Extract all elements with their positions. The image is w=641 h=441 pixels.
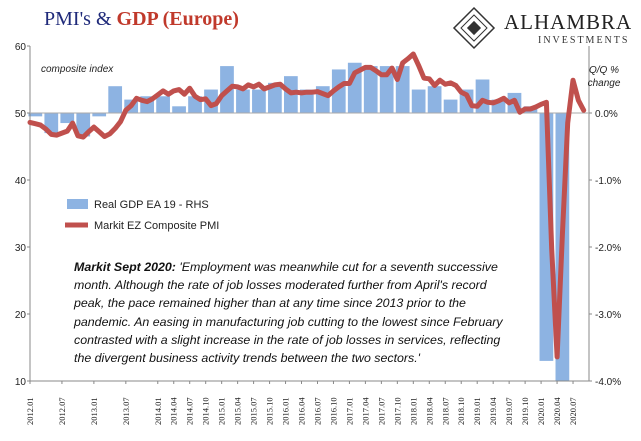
left-axis-label: composite index — [41, 64, 114, 75]
x-tick-label: 2017.07 — [376, 397, 386, 425]
left-tick-label: 10 — [15, 377, 27, 388]
legend-swatch-gdp — [67, 199, 88, 209]
x-tick-label: 2017.01 — [344, 397, 354, 425]
logo-subtitle: INVESTMENTS — [538, 35, 630, 46]
x-tick-label: 2020.07 — [568, 397, 578, 425]
alhambra-logo-icon — [452, 6, 496, 50]
gdp-bar — [172, 106, 186, 113]
x-tick-label: 2015.01 — [217, 397, 227, 425]
chart-title: PMI's & GDP (Europe) — [44, 8, 239, 31]
right-tick-label: -1.0% — [595, 176, 621, 187]
x-tick-label: 2014.10 — [201, 397, 211, 425]
left-tick-label: 20 — [15, 310, 27, 321]
x-tick-label: 2015.07 — [249, 397, 259, 425]
gdp-bar — [92, 113, 107, 117]
x-tick-label: 2018.10 — [456, 397, 466, 425]
right-tick-label: -2.0% — [595, 243, 621, 254]
x-axis-ticks: 2012.01 2012.07 2013.01 2013.07 2014.01 2014.… — [25, 381, 578, 425]
right-axis-ticks: -4.0% -3.0% -2.0% -1.0% 0.0% — [589, 109, 621, 388]
gdp-bar — [411, 89, 426, 113]
gdp-bar — [299, 89, 314, 113]
right-axis-label-2: change — [588, 78, 621, 89]
x-tick-label: 2016.07 — [312, 397, 322, 425]
pmi-line — [27, 51, 587, 360]
annotation-quote: 'Employment was meanwhile cut for a seve… — [74, 260, 503, 366]
legend-label-gdp: Real GDP EA 19 - RHS — [94, 199, 209, 211]
gdp-bar — [331, 69, 346, 113]
gdp-bar — [268, 82, 282, 113]
x-tick-label: 2019.10 — [520, 397, 530, 425]
gdp-bar — [443, 99, 458, 113]
legend-label-pmi: Markit EZ Composite PMI — [94, 220, 219, 232]
left-axis-ticks: 10 20 30 40 50 60 — [15, 42, 30, 388]
alhambra-logo: ALHAMBRA INVESTMENTS — [452, 6, 638, 50]
logo-name: ALHAMBRA — [504, 10, 633, 34]
annotation-source: Markit Sept 2020: — [74, 260, 176, 274]
x-tick-label: 2017.04 — [360, 397, 370, 425]
x-tick-label: 2016.10 — [328, 397, 338, 425]
x-tick-label: 2014.04 — [169, 397, 179, 425]
gdp-bar — [156, 96, 170, 113]
left-tick-label: 50 — [15, 109, 27, 120]
x-tick-label: 2012.07 — [57, 397, 67, 425]
x-tick-label: 2019.07 — [504, 397, 514, 425]
gdp-bar — [204, 89, 218, 113]
x-tick-label: 2015.10 — [265, 397, 275, 425]
gdp-bar — [60, 113, 75, 124]
left-tick-label: 30 — [15, 243, 27, 254]
x-tick-label: 2020.04 — [552, 397, 562, 425]
right-tick-label: -4.0% — [595, 377, 621, 388]
right-tick-label: -3.0% — [595, 310, 621, 321]
legend: Real GDP EA 19 - RHS Markit EZ Composite… — [65, 199, 219, 232]
x-tick-label: 2017.10 — [392, 397, 402, 425]
gdp-bar — [28, 113, 43, 117]
right-tick-label: 0.0% — [595, 109, 618, 120]
x-tick-label: 2014.07 — [185, 397, 195, 425]
right-axis-label-1: Q/Q % — [589, 65, 619, 76]
x-tick-label: 2014.01 — [153, 397, 163, 425]
left-tick-label: 40 — [15, 176, 27, 187]
gdp-bar — [236, 89, 250, 113]
x-tick-label: 2018.01 — [408, 397, 418, 425]
x-tick-label: 2019.04 — [488, 397, 498, 425]
gdp-bar — [379, 66, 394, 113]
x-tick-label: 2012.01 — [25, 397, 35, 425]
gdp-bar — [108, 86, 123, 113]
x-tick-label: 2016.04 — [297, 397, 307, 425]
left-tick-label: 60 — [15, 42, 27, 53]
x-tick-label: 2016.01 — [281, 397, 291, 425]
x-tick-label: 2018.04 — [424, 397, 434, 425]
title-part-region: (Europe) — [157, 8, 239, 30]
x-tick-label: 2018.07 — [440, 397, 450, 425]
annotation-box: Markit Sept 2020: 'Employment was meanwh… — [74, 258, 504, 367]
x-tick-label: 2015.04 — [233, 397, 243, 425]
gdp-bar — [427, 86, 442, 113]
title-part-gdp: GDP — [116, 8, 158, 30]
x-tick-label: 2020.01 — [536, 397, 546, 425]
x-tick-label: 2013.01 — [89, 397, 99, 425]
x-tick-label: 2019.01 — [472, 397, 482, 425]
gdp-bar — [363, 66, 378, 113]
title-part-pmi: PMI's & — [44, 8, 117, 30]
x-tick-label: 2013.07 — [121, 397, 131, 425]
gdp-bar — [252, 89, 266, 113]
